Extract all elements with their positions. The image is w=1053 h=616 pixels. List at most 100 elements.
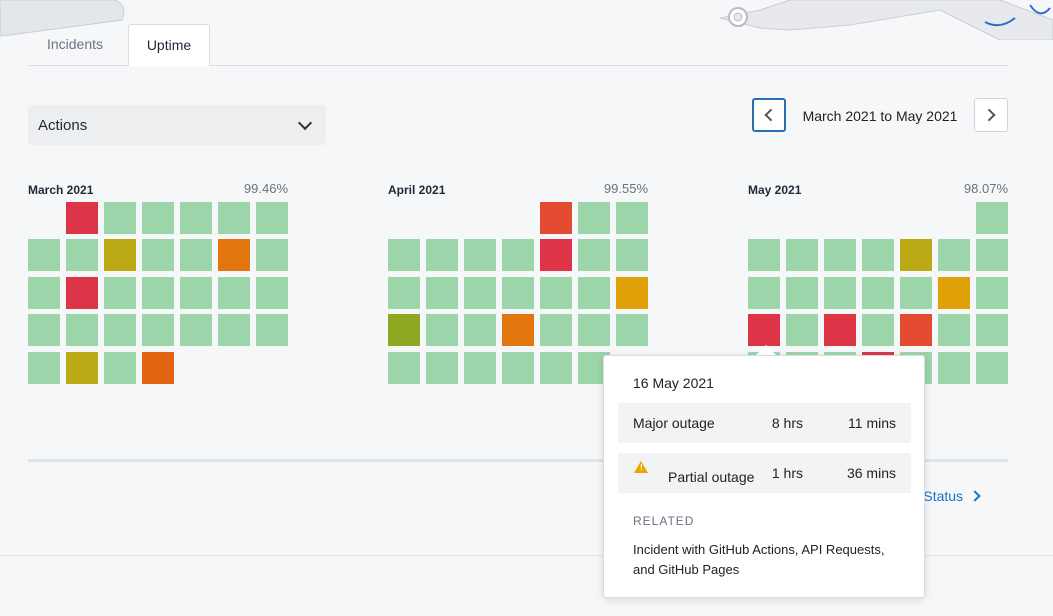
day-cell[interactable]	[426, 314, 458, 346]
day-cell[interactable]	[142, 239, 174, 271]
day-cell[interactable]	[28, 239, 60, 271]
day-cell[interactable]	[104, 314, 136, 346]
day-cell[interactable]	[28, 314, 60, 346]
day-cell[interactable]	[900, 314, 932, 346]
chevron-left-icon	[764, 108, 778, 122]
day-cell[interactable]	[976, 314, 1008, 346]
day-cell[interactable]	[862, 277, 894, 309]
day-cell[interactable]	[180, 202, 212, 234]
day-cell[interactable]	[748, 277, 780, 309]
day-cell[interactable]	[578, 314, 610, 346]
day-cell[interactable]	[748, 314, 780, 346]
day-cell[interactable]	[578, 239, 610, 271]
day-cell[interactable]	[786, 239, 818, 271]
day-cell[interactable]	[976, 277, 1008, 309]
day-cell[interactable]	[28, 352, 60, 384]
day-cell[interactable]	[616, 277, 648, 309]
day-cell[interactable]	[464, 352, 496, 384]
outage-hours: 8 hrs	[771, 415, 803, 431]
day-cell[interactable]	[66, 277, 98, 309]
day-cell[interactable]	[142, 352, 174, 384]
outage-type: Major outage	[633, 415, 715, 431]
day-cell[interactable]	[464, 314, 496, 346]
day-cell[interactable]	[66, 314, 98, 346]
day-details-tooltip: 16 May 2021 Major outage 8 hrs 11 mins !…	[603, 355, 925, 598]
day-cell[interactable]	[540, 202, 572, 234]
day-cell[interactable]	[256, 202, 288, 234]
day-cell[interactable]	[540, 239, 572, 271]
day-cell[interactable]	[976, 239, 1008, 271]
day-cell[interactable]	[616, 314, 648, 346]
day-cell[interactable]	[540, 277, 572, 309]
day-cell[interactable]	[862, 314, 894, 346]
day-cell[interactable]	[28, 277, 60, 309]
day-cell[interactable]	[938, 314, 970, 346]
day-cell[interactable]	[426, 239, 458, 271]
day-cell[interactable]	[976, 202, 1008, 234]
day-cell[interactable]	[256, 277, 288, 309]
day-cell[interactable]	[180, 239, 212, 271]
previous-range-button[interactable]	[752, 98, 786, 132]
day-cell[interactable]	[388, 352, 420, 384]
day-cell[interactable]	[66, 352, 98, 384]
next-range-button[interactable]	[974, 98, 1008, 132]
day-cell[interactable]	[502, 352, 534, 384]
day-cell[interactable]	[464, 239, 496, 271]
day-cell[interactable]	[464, 277, 496, 309]
partial-outage-row: ! Partial outage 1 hrs 36 mins	[618, 453, 911, 493]
day-cell[interactable]	[540, 314, 572, 346]
day-cell[interactable]	[388, 314, 420, 346]
day-cell[interactable]	[66, 239, 98, 271]
tab-bar: Incidents Uptime	[28, 24, 1008, 66]
day-cell[interactable]	[786, 277, 818, 309]
day-cell[interactable]	[502, 277, 534, 309]
day-cell[interactable]	[616, 239, 648, 271]
day-cell[interactable]	[976, 352, 1008, 384]
day-cell[interactable]	[218, 202, 250, 234]
day-cell[interactable]	[578, 277, 610, 309]
day-cell[interactable]	[502, 314, 534, 346]
day-cell[interactable]	[218, 314, 250, 346]
day-cell[interactable]	[218, 277, 250, 309]
day-cell[interactable]	[104, 352, 136, 384]
day-cell[interactable]	[218, 239, 250, 271]
day-cell[interactable]	[256, 239, 288, 271]
day-cell[interactable]	[900, 239, 932, 271]
day-cell[interactable]	[388, 239, 420, 271]
day-cell[interactable]	[748, 239, 780, 271]
day-cell[interactable]	[938, 239, 970, 271]
day-cell[interactable]	[104, 202, 136, 234]
day-cell[interactable]	[142, 202, 174, 234]
day-cell[interactable]	[540, 352, 572, 384]
day-cell[interactable]	[426, 352, 458, 384]
day-cell[interactable]	[938, 277, 970, 309]
day-cell[interactable]	[142, 277, 174, 309]
tab-incidents[interactable]: Incidents	[46, 36, 104, 52]
day-cell[interactable]	[786, 314, 818, 346]
day-cell[interactable]	[824, 239, 856, 271]
day-cell[interactable]	[180, 314, 212, 346]
day-cell[interactable]	[388, 277, 420, 309]
day-cell[interactable]	[256, 314, 288, 346]
tab-uptime[interactable]: Uptime	[128, 24, 210, 66]
day-cell[interactable]	[938, 352, 970, 384]
month-title: April 2021	[388, 183, 446, 197]
day-cell[interactable]	[104, 239, 136, 271]
day-cell[interactable]	[824, 277, 856, 309]
outage-hours: 1 hrs	[771, 465, 803, 481]
day-cell[interactable]	[104, 277, 136, 309]
day-cell[interactable]	[616, 202, 648, 234]
day-cell[interactable]	[502, 239, 534, 271]
day-cell[interactable]	[180, 277, 212, 309]
day-cell[interactable]	[426, 277, 458, 309]
related-incident-link[interactable]: Incident with GitHub Actions, API Reques…	[633, 542, 885, 577]
actions-dropdown[interactable]: Actions	[28, 105, 326, 145]
day-cell[interactable]	[900, 277, 932, 309]
day-cell[interactable]	[142, 314, 174, 346]
day-cell[interactable]	[824, 314, 856, 346]
day-cell[interactable]	[578, 202, 610, 234]
day-cell[interactable]	[66, 202, 98, 234]
warning-icon: !	[634, 461, 648, 473]
day-cell[interactable]	[862, 239, 894, 271]
outage-minutes: 36 mins	[846, 465, 896, 481]
